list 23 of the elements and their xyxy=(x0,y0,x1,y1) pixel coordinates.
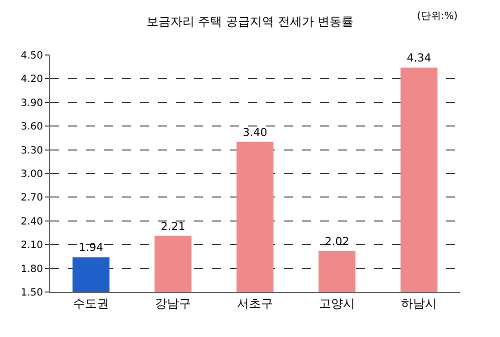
x-tick-label: 강남구 xyxy=(155,296,191,310)
y-tick-label: 2.10 xyxy=(20,240,43,252)
y-tick-label: 3.30 xyxy=(20,145,43,156)
data-label: 4.34 xyxy=(406,52,432,65)
data-label: 2.21 xyxy=(160,220,186,233)
data-label: 2.02 xyxy=(324,234,350,248)
y-tick-label: 3.00 xyxy=(20,169,43,180)
y-tick-label: 2.40 xyxy=(20,216,43,228)
y-tick-label: 3.60 xyxy=(20,122,43,133)
x-tick-label: 고양시 xyxy=(319,296,355,310)
data-label: 3.40 xyxy=(242,126,268,139)
chart-title: 보금자리 주택 공급지역 전세가 변동률 xyxy=(146,14,354,28)
x-tick-label: 하남시 xyxy=(401,296,437,310)
text: (단위:%) xyxy=(417,11,458,22)
y-tick-label: 1.80 xyxy=(20,264,43,275)
y-tick-label: 4.50 xyxy=(20,50,43,62)
y-tick-label: 1.50 xyxy=(20,288,43,298)
y-tick-label: 4.20 xyxy=(20,74,43,86)
y-tick-label: 2.70 xyxy=(20,192,43,204)
y-tick-label: 3.90 xyxy=(20,98,43,109)
x-tick-label: 서초구 xyxy=(237,296,273,310)
x-tick-label: 수도권 xyxy=(73,296,109,310)
data-label: 1.94 xyxy=(78,241,104,254)
